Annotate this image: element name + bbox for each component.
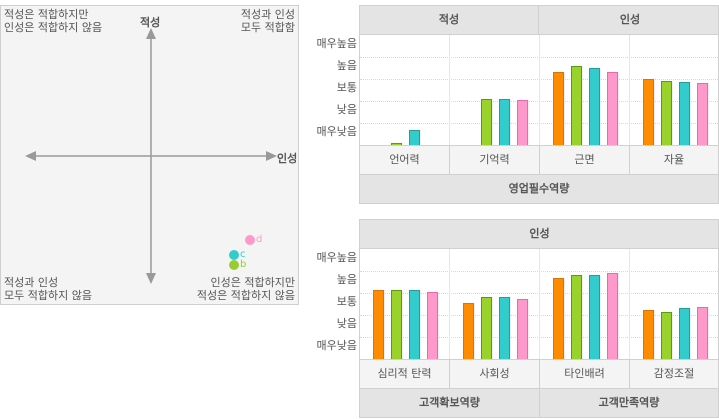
- category-label: 사회성: [450, 360, 540, 388]
- bar-심리적 탄력-a: [373, 289, 384, 359]
- bar-자율-c: [679, 82, 690, 145]
- quadrant-top-right-text: 적성과 인성 모두 적합함: [240, 8, 295, 34]
- bar-근면-b: [571, 65, 582, 145]
- plot-area: [359, 35, 719, 145]
- bar-근면-a: [553, 72, 564, 145]
- column-header-row: 인성: [359, 219, 719, 249]
- bar-심리적 탄력-d: [427, 291, 438, 359]
- bar-자율-a: [643, 79, 654, 145]
- bar-타인배려-a: [553, 277, 564, 359]
- quadrant-bottom-right-text: 인성은 적합하지만 적성은 적합하지 않음: [196, 276, 295, 302]
- column-separator: [539, 249, 540, 359]
- quadrant-axes: [25, 28, 277, 284]
- bar-감정조절-d: [697, 307, 708, 359]
- group-label: 고객확보역량: [360, 389, 540, 417]
- y-axis-label: 적성: [140, 16, 161, 29]
- bar-감정조절-c: [679, 308, 690, 359]
- point-label-d: d: [256, 234, 263, 245]
- y-tick-label: 매우낮음: [316, 125, 357, 138]
- bar-타인배려-d: [607, 273, 618, 359]
- y-tick-label: 높음: [336, 273, 357, 286]
- bar-타인배려-b: [571, 275, 582, 359]
- point-label-b: b: [240, 259, 247, 270]
- bar-자율-b: [661, 81, 672, 145]
- category-row: 심리적 탄력 사회성 타인배려 감정조절: [359, 359, 719, 389]
- bar-사회성-d: [517, 298, 528, 359]
- y-tick-label: 높음: [336, 59, 357, 72]
- column-header: 적성: [360, 6, 539, 34]
- x-axis-label: 인성: [277, 152, 298, 165]
- point-d: [245, 235, 255, 245]
- quadrant-bottom-left-text: 적성과 인성 모두 적합하지 않음: [4, 276, 92, 302]
- bar-기억력-d: [517, 99, 528, 145]
- bar-심리적 탄력-c: [409, 289, 420, 359]
- y-tick-label: 매우높음: [316, 37, 357, 50]
- column-header-row: 적성 인성: [359, 5, 719, 35]
- point-b: [229, 260, 239, 270]
- bar-근면-c: [589, 68, 600, 145]
- group-row: 고객확보역량 고객만족역량: [359, 389, 719, 418]
- bar-사회성-b: [481, 297, 492, 359]
- group-row: 영업필수역량: [359, 175, 719, 204]
- column-separator: [449, 35, 450, 145]
- bar-사회성-a: [463, 302, 474, 359]
- bar-감정조절-b: [661, 311, 672, 359]
- column-separator: [449, 249, 450, 359]
- column-separator: [629, 35, 630, 145]
- category-label: 감정조절: [653, 367, 695, 380]
- bar-자율-d: [697, 83, 708, 145]
- y-tick-label: 보통: [336, 295, 357, 308]
- category-label: 근면: [540, 146, 630, 174]
- arrow-down-icon: [146, 273, 156, 284]
- category-label: 기억력: [450, 146, 540, 174]
- group-label: 고객만족역량: [598, 396, 660, 409]
- bar-사회성-c: [499, 297, 510, 359]
- group-label: 영업필수역량: [508, 182, 570, 195]
- plot-area: [359, 249, 719, 359]
- chart-customer-competency: 인성 매우높음 높음 보통 낮음 매우낮음 심리적 탄력 사회성 타인배려 감정조절 고객확보역량 고…: [310, 219, 719, 419]
- category-row: 언어력 기억력 근면 자율: [359, 145, 719, 175]
- bar-심리적 탄력-b: [391, 289, 402, 359]
- y-tick-label: 보통: [336, 81, 357, 94]
- quadrant-panel: 적성은 적합하지만 인성은 적합하지 않음 적성과 인성 모두 적합함 적성과 …: [0, 5, 299, 305]
- bar-언어력-c: [409, 129, 420, 145]
- category-label: 타인배려: [540, 360, 630, 388]
- bar-기억력-c: [499, 98, 510, 145]
- arrow-right-icon: [266, 151, 277, 161]
- y-tick-label: 매우낮음: [316, 339, 357, 352]
- bar-언어력-b: [391, 142, 402, 145]
- y-tick-label: 낮음: [336, 103, 357, 116]
- bar-근면-d: [607, 72, 618, 145]
- y-tick-label: 매우높음: [316, 251, 357, 264]
- category-label: 자율: [663, 153, 685, 166]
- column-separator: [629, 249, 630, 359]
- y-tick-label: 낮음: [336, 317, 357, 330]
- quadrant-top-left-text: 적성은 적합하지만 인성은 적합하지 않음: [4, 8, 103, 34]
- bar-기억력-b: [481, 98, 492, 145]
- arrow-up-icon: [146, 28, 156, 39]
- category-label: 언어력: [360, 146, 450, 174]
- column-header: 인성: [619, 13, 641, 26]
- column-header: 인성: [529, 227, 550, 240]
- category-label: 심리적 탄력: [360, 360, 450, 388]
- bar-타인배려-c: [589, 275, 600, 359]
- column-separator: [539, 35, 540, 145]
- point-label-c: c: [240, 249, 246, 260]
- bar-감정조절-a: [643, 309, 654, 359]
- point-c: [229, 250, 239, 260]
- arrow-left-icon: [25, 151, 36, 161]
